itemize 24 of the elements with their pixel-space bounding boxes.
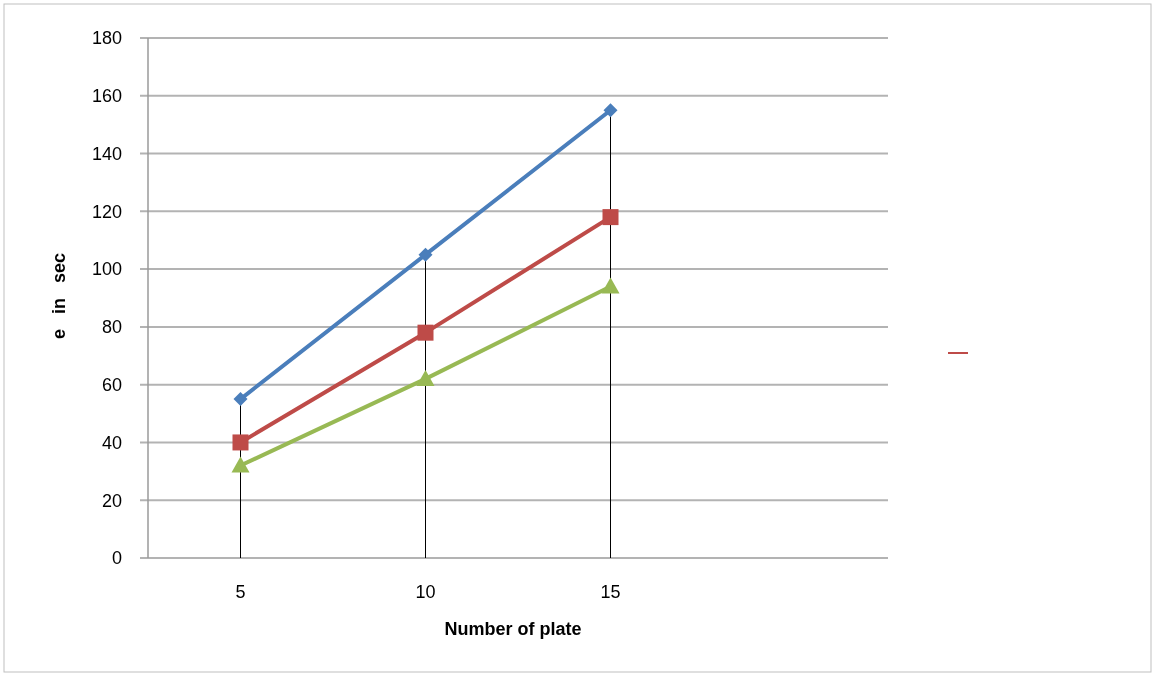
y-tick-label: 120 (91, 201, 122, 222)
point (232, 434, 249, 451)
point (602, 209, 619, 226)
point (603, 103, 618, 118)
y-tick-label: 80 (101, 317, 122, 338)
y-tick-label: 60 (101, 374, 122, 395)
y-tick-label: 0 (111, 548, 122, 569)
y-tick-label: 100 (91, 259, 122, 280)
point (233, 392, 248, 407)
y-tick-label: 20 (101, 490, 122, 511)
y-tick-label: 160 (91, 86, 122, 107)
y-tick-label: 180 (91, 28, 122, 49)
point (601, 277, 620, 294)
x-tick-label: 15 (600, 582, 621, 602)
y-axis-title: e in sec (49, 252, 69, 340)
point (416, 369, 435, 386)
y-tick-label: 40 (101, 432, 122, 453)
y-tick-label: 140 (91, 143, 122, 164)
x-axis-title: Number of plate (444, 619, 582, 639)
point (417, 324, 434, 341)
x-tick-label: 10 (415, 582, 436, 602)
point (418, 247, 433, 262)
point (231, 456, 250, 473)
x-tick-label: 5 (235, 582, 246, 602)
